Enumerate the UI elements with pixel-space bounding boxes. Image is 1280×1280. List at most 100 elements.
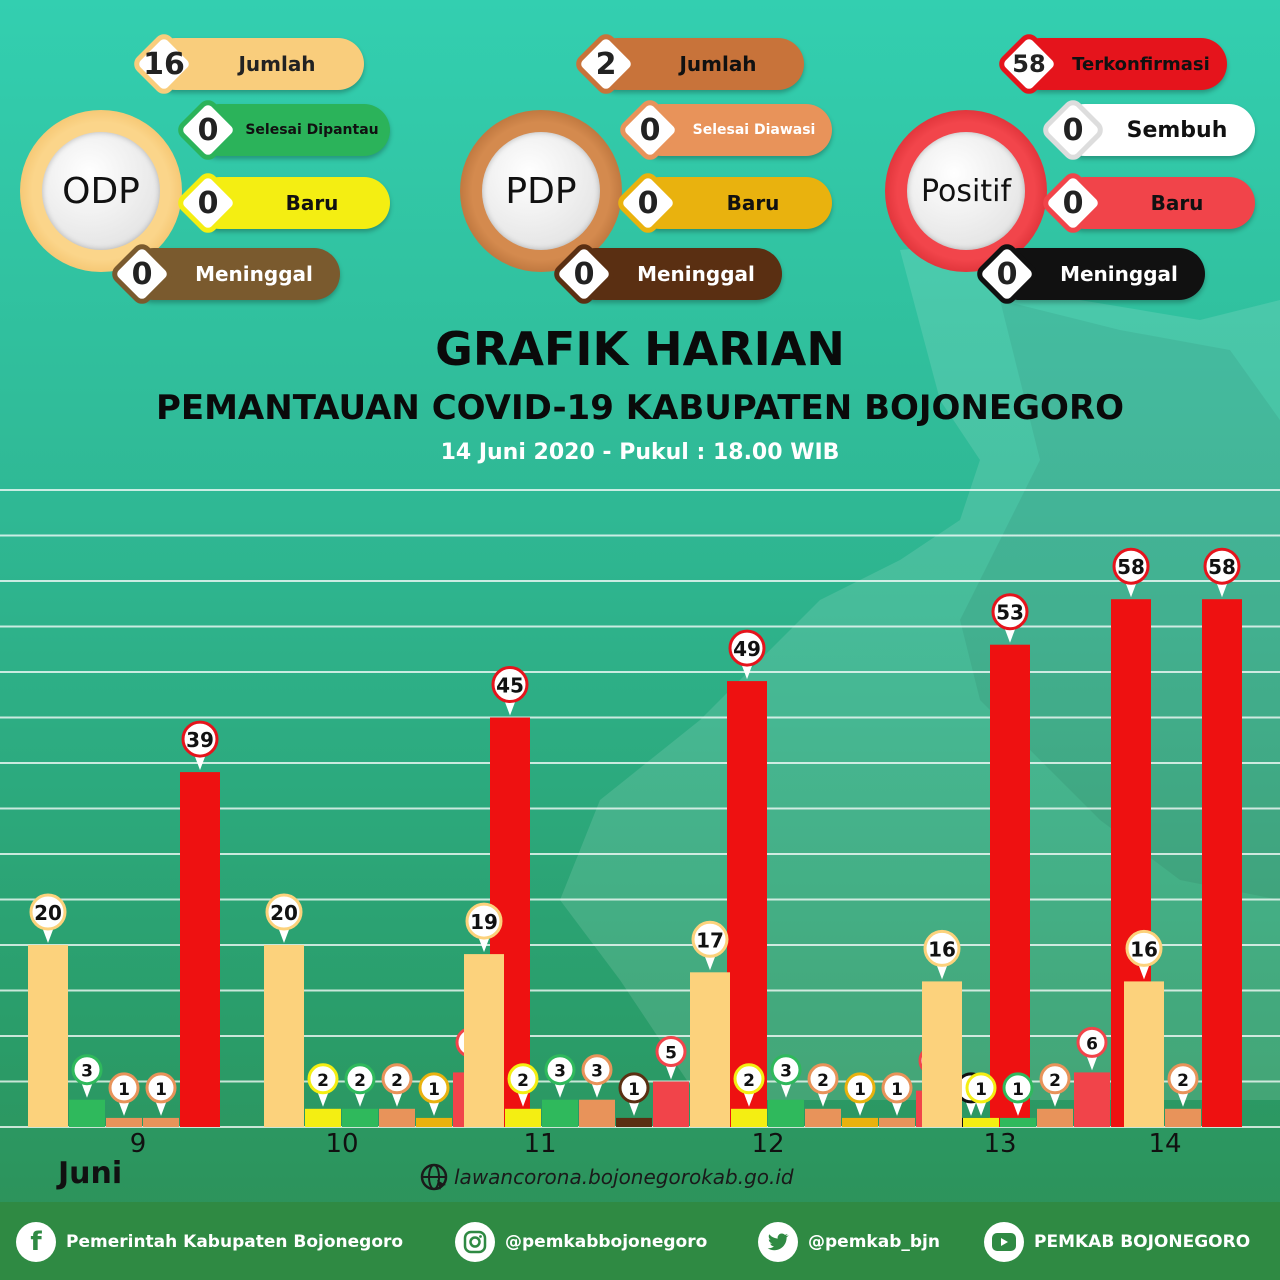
bar	[69, 1099, 105, 1127]
data-label: 3	[591, 1062, 603, 1082]
data-label-pointer	[1138, 963, 1150, 980]
x-tick-label: 12	[751, 1129, 784, 1159]
positif-sembuh: 0 Sembuh	[1039, 96, 1255, 164]
odp-meninggal-label: Meninggal	[195, 262, 313, 286]
data-label: 53	[996, 601, 1024, 625]
data-label: 49	[733, 637, 761, 661]
odp-meninggal-value: 0	[131, 256, 153, 292]
data-label: 16	[1130, 937, 1158, 961]
data-label-bubble	[544, 1054, 576, 1086]
website[interactable]: lawancorona.bojonegorokab.go.id	[420, 1160, 794, 1194]
bar	[28, 945, 68, 1127]
x-tick-label: 13	[983, 1129, 1016, 1159]
odp-selesai: 0 Selesai Dipantau	[174, 96, 390, 164]
data-label: 6	[1086, 1034, 1098, 1054]
data-label-pointer	[194, 754, 206, 771]
data-label-pointer	[317, 1090, 329, 1107]
data-label-pointer	[780, 1081, 792, 1098]
youtube-link[interactable]: PEMKAB BOJONEGORO	[984, 1220, 1250, 1264]
bar	[1202, 599, 1242, 1127]
data-label-bubble	[1076, 1026, 1108, 1058]
instagram-link[interactable]: @pemkabbojonegoro	[455, 1220, 707, 1264]
chart-subtitle: PEMANTAUAN COVID-19 KABUPATEN BOJONEGORO	[155, 388, 1125, 428]
positif-terkonfirmasi: 58 Terkonfirmasi	[995, 30, 1227, 98]
data-label-bubble	[344, 1063, 376, 1095]
data-label: 58	[1117, 555, 1145, 579]
data-label-bubble	[418, 1072, 450, 1104]
bar	[731, 1108, 767, 1127]
data-label-pointer	[554, 1081, 566, 1098]
positif-meninggal-value: 0	[996, 256, 1018, 292]
pdp-meninggal-value: 0	[573, 256, 595, 292]
data-label: 1	[975, 1080, 987, 1100]
bar	[305, 1108, 341, 1127]
data-label: 2	[354, 1071, 366, 1091]
data-label-bubble	[108, 1072, 140, 1104]
data-label: 1	[628, 1080, 640, 1100]
data-label-bubble	[991, 593, 1029, 631]
data-label-pointer	[628, 1099, 640, 1116]
data-label: 20	[34, 901, 62, 925]
pdp-selesai-value: 0	[639, 112, 661, 148]
data-label: 17	[696, 928, 724, 952]
data-label-bubble	[145, 1072, 177, 1104]
data-label-bubble	[728, 629, 766, 667]
data-label-bubble	[881, 1072, 913, 1104]
data-label-bubble	[733, 1063, 765, 1095]
chart-title: GRAFIK HARIAN	[435, 322, 845, 376]
facebook-link[interactable]: f Pemerintah Kabupaten Bojonegoro	[16, 1220, 403, 1264]
x-tick-label: 10	[325, 1129, 358, 1159]
instagram-icon	[455, 1222, 495, 1262]
data-label-pointer	[1012, 1099, 1024, 1116]
bar	[264, 945, 304, 1127]
bar	[505, 1108, 541, 1127]
data-label-pointer	[591, 1081, 603, 1098]
data-label-pointer	[278, 927, 290, 943]
positif-meninggal: 0 Meninggal	[973, 240, 1205, 308]
data-label: 1	[854, 1080, 866, 1100]
x-tick-label: 14	[1148, 1129, 1181, 1159]
instagram-label: @pemkabbojonegoro	[505, 1232, 708, 1252]
pdp-baru-label: Baru	[726, 191, 780, 215]
data-label-bubble	[71, 1054, 103, 1086]
data-label-pointer	[391, 1090, 403, 1107]
positif-title: Positif	[907, 132, 1025, 250]
bar	[180, 772, 220, 1127]
data-label: 3	[780, 1062, 792, 1082]
twitter-label: @pemkab_bjn	[808, 1232, 940, 1252]
positif-meninggal-label: Meninggal	[1060, 262, 1178, 286]
bar	[1000, 1117, 1036, 1127]
pdp-selesai-label: Selesai Diawasi	[692, 122, 816, 138]
bar	[464, 954, 504, 1127]
pdp-jumlah: 2 Jumlah	[572, 30, 804, 98]
positif-baru-label: Baru	[1150, 191, 1204, 215]
data-label-pointer	[517, 1090, 529, 1107]
data-label: 2	[317, 1071, 329, 1091]
data-label-bubble	[29, 893, 67, 931]
odp-baru-value: 0	[197, 185, 219, 221]
data-label-pointer	[1216, 581, 1228, 598]
odp-ring: ODP	[20, 110, 182, 272]
positif-terkonfirmasi-label: Terkonfirmasi	[1072, 53, 1210, 75]
bar	[143, 1117, 179, 1127]
data-label: 2	[743, 1071, 755, 1091]
bar	[879, 1117, 915, 1127]
twitter-link[interactable]: @pemkab_bjn	[758, 1220, 940, 1264]
data-label: 1	[155, 1080, 167, 1100]
positif-ring: Positif	[885, 110, 1047, 272]
data-label-bubble	[770, 1054, 802, 1086]
data-label-bubble	[381, 1063, 413, 1095]
odp-selesai-label: Selesai Dipantau	[245, 122, 379, 138]
pdp-jumlah-label: Jumlah	[679, 52, 757, 76]
odp-summary: ODP 16 Jumlah 0 Selesai Dipantau 0 Baru …	[0, 30, 400, 310]
data-label-pointer	[965, 1099, 977, 1116]
positif-baru: 0 Baru	[1039, 169, 1255, 237]
odp-baru: 0 Baru	[174, 169, 390, 237]
data-label: 3	[554, 1062, 566, 1082]
odp-meninggal: 0 Meninggal	[108, 240, 340, 308]
data-label: 20	[270, 901, 298, 925]
data-label-pointer	[354, 1090, 366, 1107]
facebook-icon: f	[16, 1222, 56, 1262]
pdp-jumlah-value: 2	[595, 46, 617, 82]
